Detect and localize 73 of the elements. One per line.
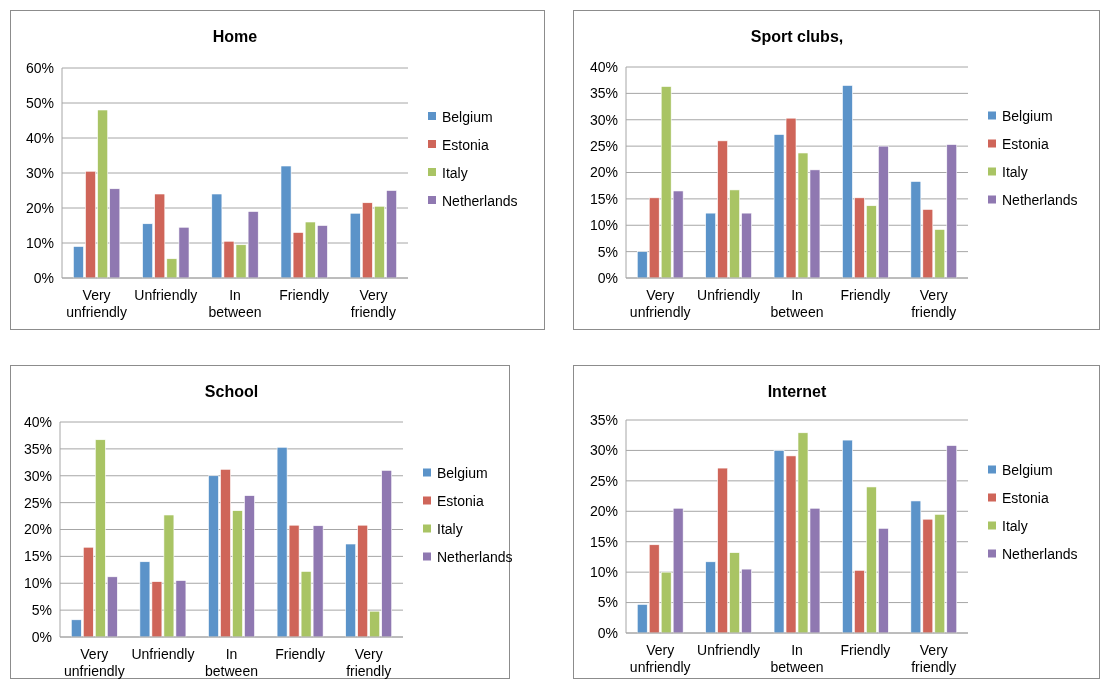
y-tick-label: 20% <box>589 164 618 181</box>
y-tick-label: 30% <box>589 111 618 128</box>
legend-label: Italy <box>1002 518 1028 535</box>
legend-label: Belgium <box>1002 462 1053 479</box>
x-tick-label: In between <box>208 287 262 320</box>
y-tick-label: 30% <box>25 164 54 181</box>
legend-label: Estonia <box>1002 490 1049 507</box>
y-tick-label: 25% <box>589 472 618 489</box>
y-tick-label: 10% <box>23 575 52 592</box>
legend-label: Belgium <box>437 465 488 482</box>
y-tick-label: 20% <box>589 503 618 520</box>
y-tick-label: 0% <box>31 628 52 645</box>
legend-label: Italy <box>1002 164 1028 181</box>
y-tick-label: 10% <box>589 217 618 234</box>
x-tick-label: Unfriendly <box>134 287 198 303</box>
legend-label: Netherlands <box>437 549 513 566</box>
y-tick-label: 35% <box>589 85 618 102</box>
y-tick-label: 50% <box>25 94 54 111</box>
x-tick-label: Unfriendly <box>131 646 195 662</box>
x-tick-label: Very unfriendly <box>629 642 691 675</box>
y-tick-label: 10% <box>25 234 54 251</box>
x-tick-label: In between <box>205 646 258 679</box>
y-tick-label: 30% <box>589 442 618 459</box>
x-tick-label: Friendly <box>840 642 891 658</box>
y-tick-label: 35% <box>589 411 618 428</box>
chart-title: Internet <box>767 383 828 400</box>
y-tick-label: 20% <box>25 199 54 216</box>
legend-label: Netherlands <box>1002 192 1078 209</box>
y-tick-label: 5% <box>31 602 52 619</box>
y-tick-label: 5% <box>597 243 618 260</box>
y-tick-label: 15% <box>23 548 52 565</box>
x-tick-label: Very unfriendly <box>629 287 691 320</box>
y-tick-label: 0% <box>33 269 54 286</box>
x-tick-label: Friendly <box>275 646 325 662</box>
y-tick-label: 10% <box>589 564 618 581</box>
y-tick-label: 60% <box>25 59 54 76</box>
x-tick-label: Very friendly <box>350 287 396 320</box>
legend-label: Estonia <box>1002 136 1049 153</box>
y-tick-label: 40% <box>23 413 52 430</box>
legend-label: Italy <box>437 521 463 538</box>
y-tick-label: 5% <box>597 594 618 611</box>
x-tick-label: Friendly <box>840 287 891 303</box>
legend-label: Netherlands <box>442 192 518 209</box>
y-tick-label: 40% <box>589 58 618 75</box>
legend-label: Belgium <box>1002 108 1053 125</box>
chart-title: School <box>204 383 259 400</box>
y-tick-label: 0% <box>597 624 618 641</box>
legend-label: Estonia <box>442 136 489 153</box>
x-tick-label: Friendly <box>279 287 330 303</box>
chart-title: Home <box>212 28 258 45</box>
legend-label: Estonia <box>437 493 484 510</box>
x-tick-label: Unfriendly <box>697 287 761 303</box>
x-tick-label: In between <box>770 287 824 320</box>
x-tick-label: Very friendly <box>911 642 957 675</box>
legend-label: Netherlands <box>1002 546 1078 563</box>
y-tick-label: 25% <box>23 494 52 511</box>
y-tick-label: 40% <box>25 129 54 146</box>
y-tick-label: 35% <box>23 440 52 457</box>
y-tick-label: 20% <box>23 521 52 538</box>
x-tick-label: Very friendly <box>346 646 392 679</box>
x-tick-label: Unfriendly <box>697 642 761 658</box>
chart-title: Sport clubs, <box>750 28 844 45</box>
legend-label: Italy <box>442 164 468 181</box>
legend-label: Belgium <box>442 108 493 125</box>
x-tick-label: Very unfriendly <box>63 646 125 679</box>
y-tick-label: 25% <box>589 138 618 155</box>
y-tick-label: 15% <box>589 190 618 207</box>
x-tick-label: In between <box>770 642 824 675</box>
y-tick-label: 0% <box>597 269 618 286</box>
x-tick-label: Very friendly <box>911 287 957 320</box>
y-tick-label: 30% <box>23 467 52 484</box>
x-tick-label: Very unfriendly <box>66 287 127 320</box>
y-tick-label: 15% <box>589 533 618 550</box>
